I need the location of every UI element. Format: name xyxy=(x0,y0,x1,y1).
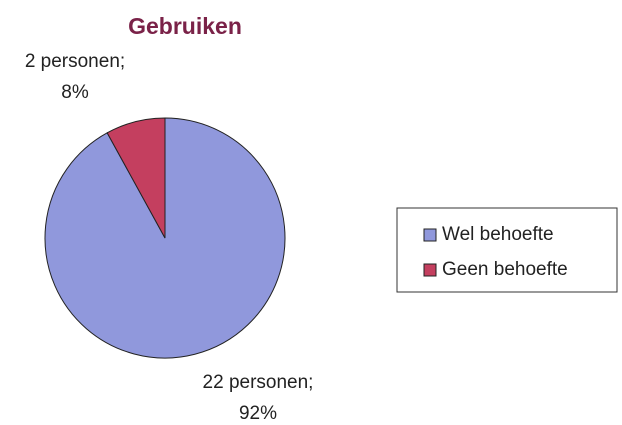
legend-swatch xyxy=(423,228,437,242)
data-label: 2 personen; xyxy=(25,51,125,72)
legend-swatch xyxy=(423,263,437,277)
legend-label: Wel behoefte xyxy=(442,224,554,245)
legend-label: Geen behoefte xyxy=(442,259,568,280)
pie-slice xyxy=(106,117,166,239)
data-label: 8% xyxy=(61,82,89,103)
chart-title: Gebruiken xyxy=(128,13,242,39)
legend-box xyxy=(396,207,618,293)
data-label: 22 personen; xyxy=(203,372,314,393)
data-label: 92% xyxy=(239,403,277,424)
